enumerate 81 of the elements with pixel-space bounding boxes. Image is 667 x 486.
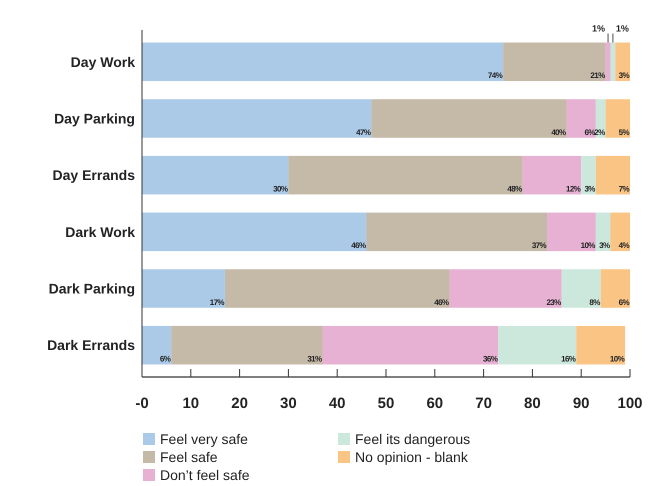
bar [606,42,610,82]
bar [366,212,548,252]
bar [596,212,610,252]
x-tick-label: 100 [617,395,643,412]
data-label: 31% [307,354,322,364]
data-label: 21% [590,71,606,80]
bar [606,99,630,138]
data-label: 74% [488,71,503,80]
bar [615,42,630,82]
bar [142,326,172,364]
x-tick-label: -0 [135,395,149,412]
bar [142,156,288,194]
bar [288,156,523,194]
bar [562,269,601,308]
data-label: 6% [584,128,596,137]
data-label: 23% [546,298,562,307]
data-label: 48% [507,184,522,194]
x-tick-label: 50 [378,395,394,412]
bar [371,99,567,138]
data-label: 1% [616,24,629,34]
legend-label: No opinion - blank [355,449,469,465]
bar [600,269,630,308]
bar [576,326,626,364]
y-tick-label: Dark Errands [47,337,136,354]
bar [322,326,498,364]
data-label: 16% [561,354,576,364]
bar [610,42,616,82]
data-label: 3% [618,71,630,80]
bar [498,326,576,364]
y-tick-label: Day Errands [52,167,136,184]
data-label: 6% [618,298,630,307]
bar [566,99,596,138]
y-tick-label: Day Parking [54,110,135,126]
data-label: 36% [483,354,498,364]
bar [142,269,225,308]
data-label: 10% [610,354,625,364]
data-label: 30% [273,184,288,194]
legend-label: Feel its dangerous [355,431,470,447]
x-tick-label: 20 [231,395,248,412]
data-label: 6% [160,354,171,364]
y-tick-label: Day Work [70,54,136,70]
data-label: 46% [351,241,366,250]
bar [449,269,562,308]
data-label: 4% [618,241,630,250]
data-label: 3% [599,241,610,250]
x-tick-label: 90 [572,395,590,412]
legend-label: Feel safe [160,449,218,465]
data-label: 2% [594,128,606,137]
data-label: 8% [589,298,600,307]
bar [142,42,504,82]
bar [142,212,366,252]
bar [522,156,582,194]
bar [547,212,596,252]
bar [224,269,450,308]
x-tick-label: 80 [524,395,541,412]
data-label: 7% [618,184,630,194]
bar [610,212,630,252]
x-tick-label: 60 [426,395,444,412]
bar [596,156,630,194]
data-label: 17% [210,298,224,307]
x-tick-label: 40 [328,395,346,412]
data-label: 12% [566,184,581,194]
y-tick-label: Dark Parking [48,280,135,297]
data-label: 40% [551,128,566,137]
bar [142,99,372,138]
data-label: 47% [356,128,371,137]
x-tick-label: 70 [475,395,492,412]
legend-label: Don’t feel safe [160,467,250,483]
x-tick-label: 30 [280,395,297,412]
data-label: 46% [434,298,449,307]
data-label: 10% [580,241,596,250]
data-label: 1% [592,24,606,34]
bar [503,42,606,82]
data-label: 5% [618,128,630,137]
data-label: 37% [532,241,547,250]
x-tick-label: 10 [182,395,200,412]
y-tick-label: Dark Work [65,224,136,240]
legend-label: Feel very safe [160,431,248,447]
data-label: 3% [584,184,596,194]
bar [581,156,596,194]
bar [171,326,323,364]
